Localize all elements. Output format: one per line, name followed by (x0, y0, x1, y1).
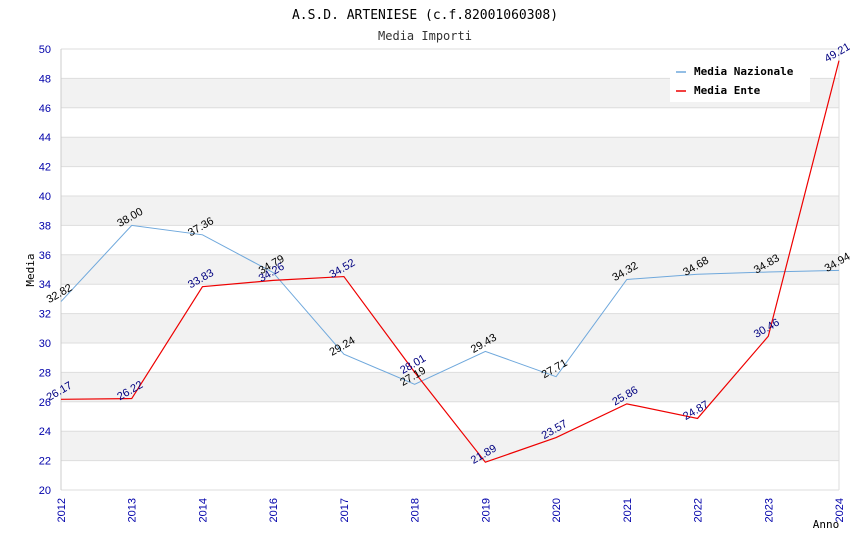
legend-label-media-ente: Media Ente (694, 84, 761, 97)
y-tick-label: 48 (39, 73, 51, 85)
y-tick-label: 28 (39, 367, 51, 379)
y-tick-label: 26 (39, 397, 51, 409)
grid-lines (60, 48, 840, 491)
x-axis-ticks: 2012 2013 2014 2016 2017 2018 2019 2020 2021 2022… (56, 498, 846, 522)
data-label: 24.87 (681, 399, 711, 423)
y-tick-label: 42 (39, 162, 51, 174)
x-axis-label: Anno (813, 518, 840, 531)
y-tick-label: 50 (39, 44, 51, 56)
grid-band (61, 313, 839, 343)
series-lines (60, 60, 840, 463)
y-tick-label: 22 (39, 456, 51, 468)
series-line-media-nazionale (60, 224, 840, 385)
y-tick-label: 34 (39, 279, 51, 291)
x-tick-label: 2024 (834, 498, 846, 522)
x-tick-label: 2019 (480, 498, 492, 522)
x-tick-label: 2012 (56, 498, 68, 522)
x-tick-label: 2018 (410, 498, 422, 522)
x-tick-label: 2021 (622, 498, 634, 522)
x-tick-label: 2023 (763, 498, 775, 522)
y-tick-label: 24 (39, 426, 51, 438)
y-tick-label: 30 (39, 338, 51, 350)
y-tick-label: 46 (39, 103, 51, 115)
grid-band (61, 137, 839, 167)
legend-box (670, 60, 810, 102)
legend: Media Nazionale Media Ente (670, 60, 810, 102)
y-tick-label: 40 (39, 191, 51, 203)
x-tick-label: 2013 (127, 498, 139, 522)
x-tick-label: 2022 (693, 498, 705, 522)
y-tick-label: 44 (39, 132, 51, 144)
y-tick-label: 36 (39, 250, 51, 262)
data-label: 49.21 (823, 41, 850, 65)
series-line-media-ente (60, 60, 840, 463)
chart-title: A.S.D. ARTENIESE (c.f.82001060308) (292, 8, 558, 23)
grid-band (61, 196, 839, 226)
grid-band (61, 431, 839, 461)
chart-subtitle: Media Importi (378, 29, 472, 43)
y-tick-label: 32 (39, 309, 51, 321)
grid-band (61, 254, 839, 285)
y-axis-ticks: 20 22 24 26 28 30 32 34 36 38 40 42 44 46 48 50 (39, 44, 51, 497)
x-tick-label: 2016 (268, 498, 280, 522)
y-axis-label: Media (24, 253, 37, 286)
x-tick-label: 2017 (339, 498, 351, 522)
x-tick-label: 2020 (551, 498, 563, 522)
y-tick-label: 20 (39, 485, 51, 497)
x-tick-label: 2014 (197, 498, 209, 522)
grid-bands (61, 78, 839, 461)
grid-band (61, 372, 839, 402)
y-tick-label: 38 (39, 220, 51, 232)
legend-label-media-nazionale: Media Nazionale (694, 65, 794, 78)
